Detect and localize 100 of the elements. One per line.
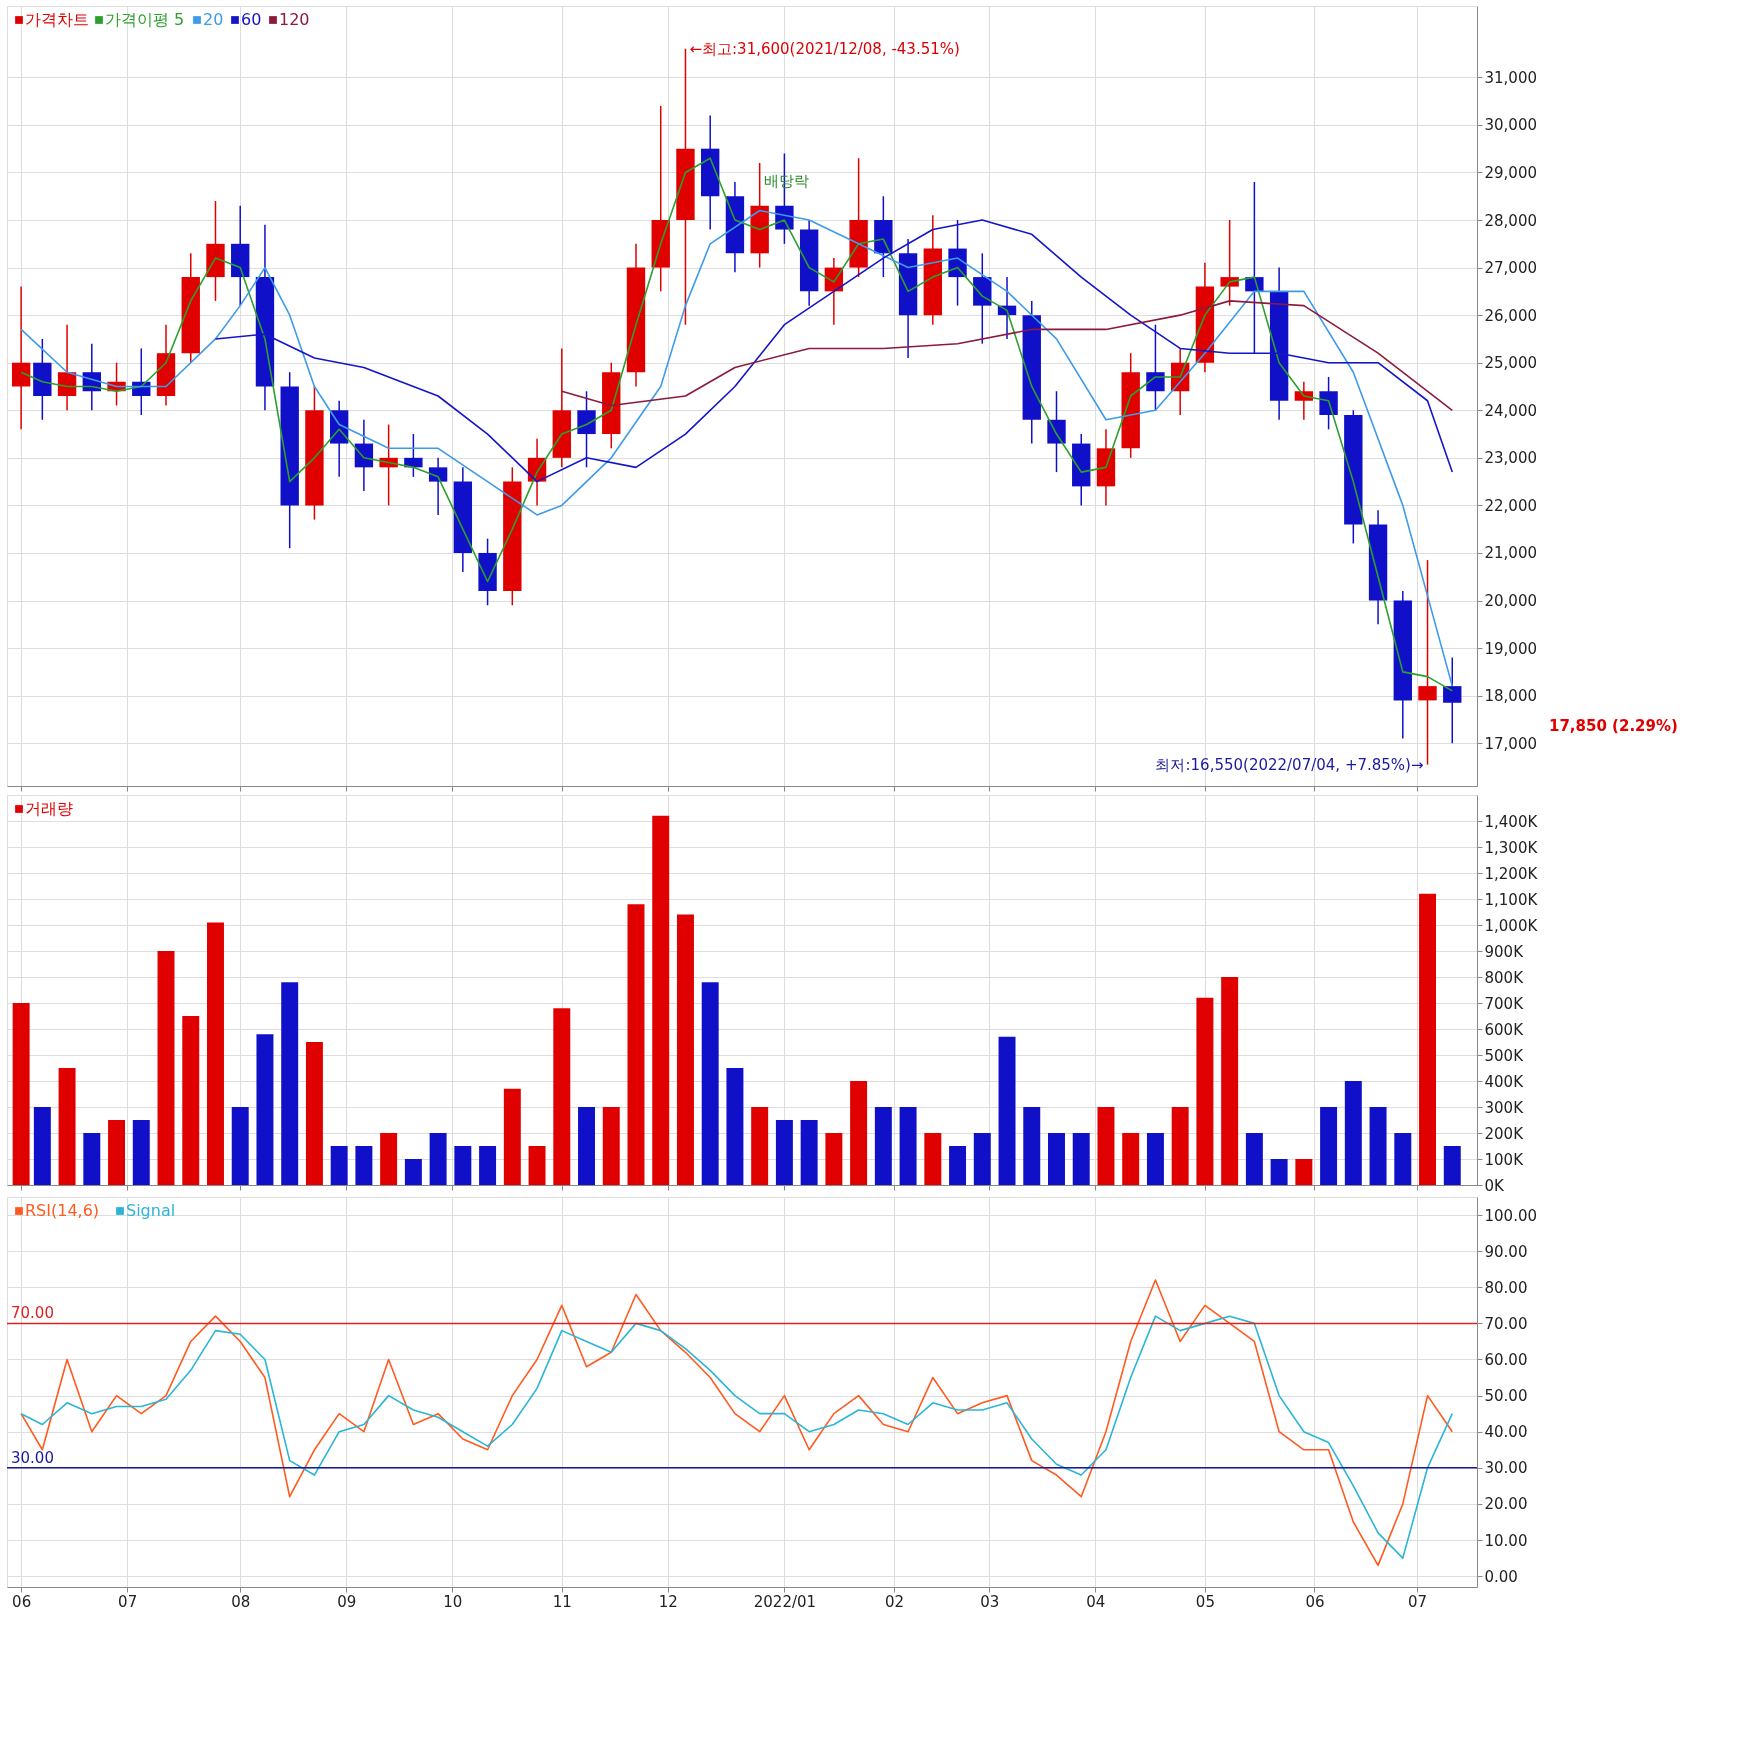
y-tick-label: 200K	[1484, 1124, 1525, 1143]
bar	[12, 1003, 30, 1185]
bar	[132, 1120, 150, 1185]
bar	[602, 1107, 620, 1185]
x-tick-label: 09	[337, 1592, 357, 1611]
bar	[157, 951, 175, 1185]
y-tick-label: 1,200K	[1484, 864, 1539, 883]
bar	[503, 1088, 521, 1185]
bar	[1196, 997, 1214, 1185]
x-tick-label: 06	[12, 1592, 32, 1611]
bar	[33, 1107, 51, 1185]
bar	[1443, 1146, 1461, 1185]
bar	[380, 1133, 398, 1185]
y-tick-label: 28,000	[1484, 211, 1537, 230]
y-tick-label: 800K	[1484, 968, 1525, 987]
y-tick-label: 90.00	[1484, 1242, 1528, 1261]
bar	[676, 914, 694, 1185]
bar	[207, 922, 224, 1185]
y-tick-label: 700K	[1484, 994, 1525, 1013]
bar	[973, 1133, 991, 1185]
bar	[182, 1016, 200, 1185]
y-tick-label: 30.00	[1484, 1459, 1528, 1478]
candlestick	[1220, 219, 1239, 307]
y-tick-label: 1,300K	[1484, 838, 1539, 857]
x-tick-label: 11	[552, 1592, 572, 1611]
y-tick-label: 24,000	[1484, 401, 1537, 420]
candlestick	[428, 457, 448, 516]
y-tick-label: 20.00	[1484, 1495, 1528, 1514]
bar	[256, 1034, 274, 1185]
bar	[924, 1133, 942, 1185]
line-series	[560, 300, 1454, 412]
bar	[429, 1133, 447, 1185]
bar	[899, 1107, 917, 1185]
ref-line-label: 30.00	[11, 1448, 54, 1467]
candlestick	[404, 433, 423, 478]
bar	[701, 982, 719, 1185]
bar	[1344, 1081, 1362, 1185]
bar	[305, 1042, 323, 1185]
legend-label: RSI(14,6)	[25, 1201, 100, 1220]
bar	[652, 815, 670, 1185]
y-tick-label: 22,000	[1484, 496, 1537, 515]
bar	[528, 1146, 546, 1185]
bar	[1369, 1107, 1387, 1185]
y-tick-label: 27,000	[1484, 259, 1537, 278]
x-tick-label: 10	[443, 1592, 463, 1611]
bar	[1048, 1133, 1065, 1185]
y-tick-label: 25,000	[1484, 354, 1537, 373]
bar	[1270, 1159, 1288, 1185]
bar	[1023, 1107, 1041, 1185]
annotation: ←최고:31,600(2021/12/08, -43.51%)	[689, 39, 960, 58]
bar	[775, 1120, 793, 1185]
bar	[355, 1146, 373, 1185]
legend-label: 20	[203, 10, 224, 29]
y-tick-label: 70.00	[1484, 1314, 1528, 1333]
bar	[1171, 1107, 1189, 1185]
x-tick-label: 2022/01	[753, 1592, 817, 1611]
bar	[108, 1120, 126, 1185]
y-tick-label: 17,000	[1484, 734, 1537, 753]
bar	[949, 1146, 967, 1185]
y-tick-label: 21,000	[1484, 544, 1537, 563]
bar	[751, 1107, 769, 1185]
y-tick-label: 0K	[1484, 1176, 1506, 1195]
bar	[1245, 1133, 1263, 1185]
y-tick-label: 40.00	[1484, 1423, 1528, 1442]
x-tick-label: 07	[1407, 1592, 1427, 1611]
bar	[404, 1159, 422, 1185]
annotation: 최저:16,550(2022/07/04, +7.85%)→	[1155, 755, 1424, 774]
bar	[998, 1036, 1016, 1185]
y-tick-label: 1,000K	[1484, 916, 1539, 935]
x-tick-label: 07	[118, 1592, 138, 1611]
text: 17,850 (2.29%)	[1549, 717, 1678, 735]
bar	[58, 1068, 76, 1185]
legend-label: 가격이평 5	[105, 10, 185, 29]
bar	[726, 1068, 744, 1185]
y-tick-label: 600K	[1484, 1020, 1525, 1039]
x-tick-label: 12	[658, 1592, 678, 1611]
bar	[1122, 1133, 1140, 1185]
bar	[1221, 977, 1239, 1185]
y-tick-label: 100K	[1484, 1150, 1525, 1169]
y-tick-label: 31,000	[1484, 68, 1537, 87]
y-tick-label: 23,000	[1484, 449, 1537, 468]
candlestick	[1047, 390, 1066, 473]
bar	[1394, 1133, 1412, 1185]
candlestick	[1443, 656, 1462, 744]
y-tick-label: 0.00	[1484, 1567, 1518, 1586]
y-tick-label: 1,100K	[1484, 890, 1539, 909]
x-tick-label: 05	[1195, 1592, 1215, 1611]
y-tick-label: 500K	[1484, 1046, 1525, 1065]
bar	[578, 1107, 595, 1185]
x-tick-label: 02	[884, 1592, 904, 1611]
bar	[330, 1146, 348, 1185]
y-tick-label: 50.00	[1484, 1387, 1528, 1406]
y-tick-label: 10.00	[1484, 1531, 1528, 1550]
candlestick	[577, 390, 596, 469]
bar	[1419, 893, 1437, 1185]
bar	[553, 1008, 571, 1185]
x-tick-label: 08	[231, 1592, 251, 1611]
candlestick	[1146, 323, 1165, 412]
y-tick-label: 18,000	[1484, 687, 1537, 706]
y-tick-label: 26,000	[1484, 306, 1537, 325]
